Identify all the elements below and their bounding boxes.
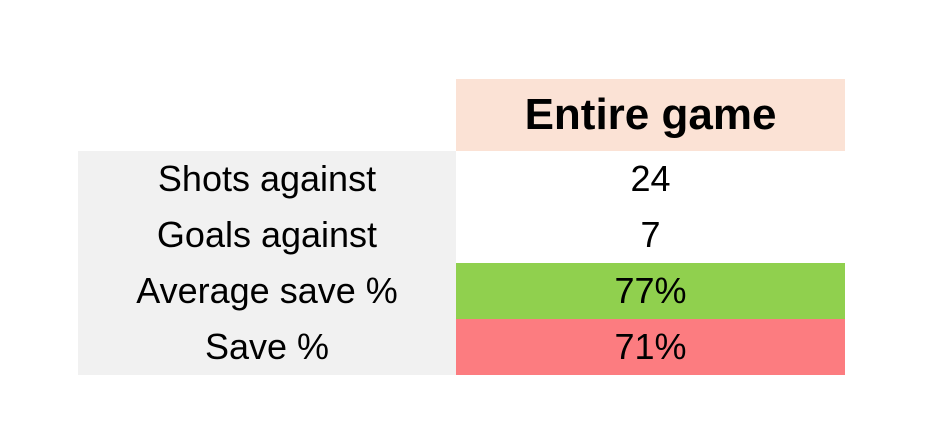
row-label-goals-against: Goals against bbox=[78, 207, 456, 263]
value-average-save-pct: 77% bbox=[456, 263, 845, 319]
row-label-save-pct: Save % bbox=[78, 319, 456, 375]
value-save-pct: 71% bbox=[456, 319, 845, 375]
column-header-entire-game: Entire game bbox=[456, 79, 845, 151]
row-label-average-save-pct: Average save % bbox=[78, 263, 456, 319]
corner-spacer-cell bbox=[78, 79, 456, 151]
goalkeeper-stats-table: Entire game Shots against 24 Goals again… bbox=[78, 79, 845, 375]
value-shots-against: 24 bbox=[456, 151, 845, 207]
value-goals-against: 7 bbox=[456, 207, 845, 263]
row-label-shots-against: Shots against bbox=[78, 151, 456, 207]
